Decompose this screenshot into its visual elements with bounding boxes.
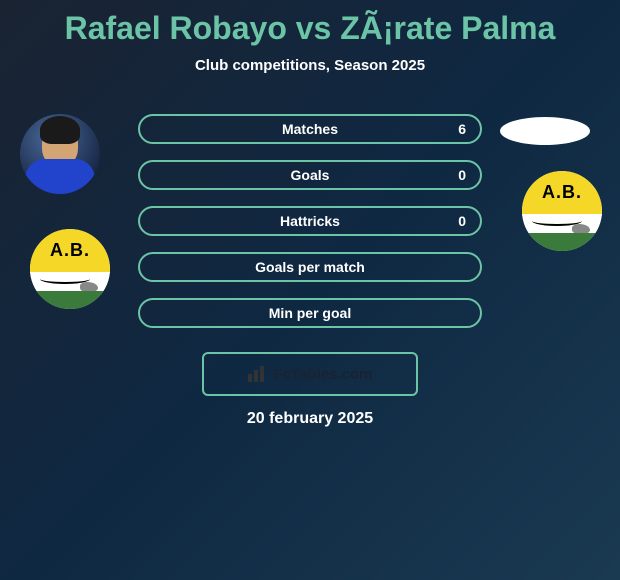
brand-text: FcTables.com	[274, 366, 373, 383]
badge-mascot-icon	[80, 282, 98, 292]
stat-row-matches: Matches 6	[138, 114, 482, 144]
brand-box: FcTables.com	[202, 352, 418, 396]
badge-top: A.B.	[30, 229, 110, 272]
stat-label: Matches	[282, 121, 338, 137]
team-badge-left: A.B.	[30, 229, 110, 309]
stats-list: Matches 6 Goals 0 Hattricks 0 Goals per …	[138, 114, 482, 344]
bar-chart-icon	[248, 366, 268, 382]
stat-row-hattricks: Hattricks 0	[138, 206, 482, 236]
stat-row-goals: Goals 0	[138, 160, 482, 190]
badge-bottom	[30, 291, 110, 309]
badge-middle	[30, 272, 110, 291]
stat-label: Hattricks	[280, 213, 340, 229]
badge-top: A.B.	[522, 171, 602, 214]
content-area: A.B. A.B. Matches 6 Goals 0	[0, 114, 620, 344]
team-badge-right: A.B.	[522, 171, 602, 251]
player-jersey	[25, 159, 95, 194]
date-label: 20 february 2025	[247, 410, 373, 428]
badge-abbr: A.B.	[542, 182, 582, 203]
badge-abbr: A.B.	[50, 240, 90, 261]
badge-bottom	[522, 233, 602, 251]
main-container: Rafael Robayo vs ZÃ¡rate Palma Club comp…	[0, 0, 620, 580]
stat-value: 6	[458, 121, 466, 137]
subtitle: Club competitions, Season 2025	[0, 57, 620, 74]
stat-row-goals-per-match: Goals per match	[138, 252, 482, 282]
stat-label: Min per goal	[269, 305, 351, 321]
stat-value: 0	[458, 213, 466, 229]
badge-middle	[522, 214, 602, 233]
stat-label: Goals per match	[255, 259, 365, 275]
stat-row-min-per-goal: Min per goal	[138, 298, 482, 328]
page-title: Rafael Robayo vs ZÃ¡rate Palma	[0, 0, 620, 47]
player-photo-right-placeholder	[500, 117, 590, 145]
player-photo-left	[20, 114, 100, 194]
stat-label: Goals	[291, 167, 330, 183]
stat-value: 0	[458, 167, 466, 183]
badge-mascot-icon	[572, 224, 590, 234]
